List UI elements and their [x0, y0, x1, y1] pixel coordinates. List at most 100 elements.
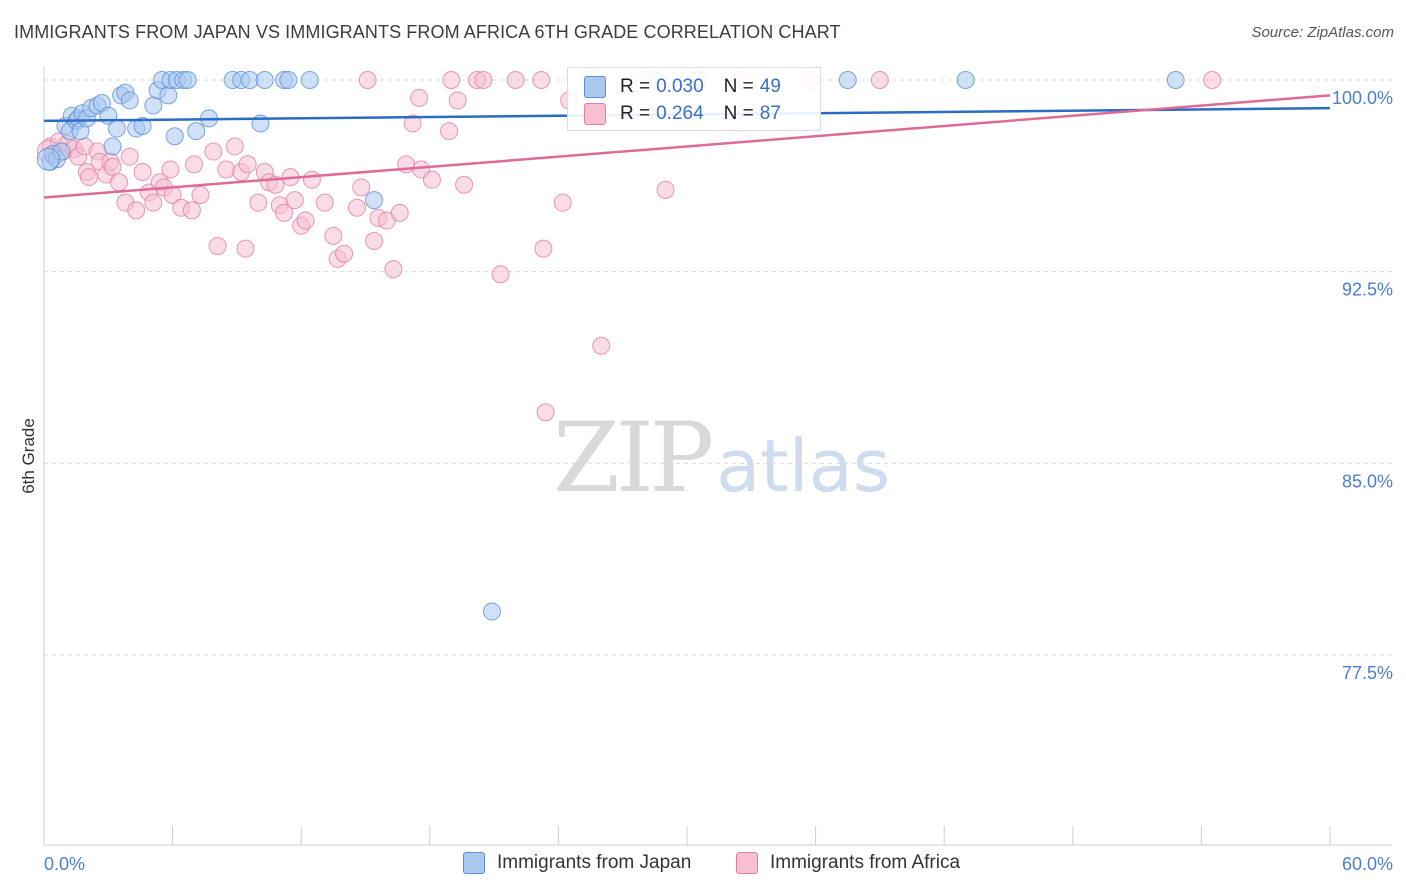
stats-row-japan: R = 0.030 N = 49: [584, 74, 781, 100]
japan-point-40: [279, 71, 298, 89]
africa-point-65: [440, 122, 459, 141]
africa-point-28: [185, 155, 204, 174]
japan-point-26: [159, 86, 178, 105]
japan-point-47: [956, 71, 975, 89]
japan-r-value: 0.030: [656, 76, 704, 97]
africa-point-42: [275, 203, 294, 222]
africa-point-71: [491, 265, 510, 284]
africa-point-35: [236, 239, 255, 258]
x-tick-label-1: 60.0%: [1342, 854, 1393, 874]
africa-point-24: [161, 160, 180, 179]
y-axis-title: 6th Grade: [19, 418, 38, 494]
africa-point-32: [217, 160, 236, 179]
africa-point-48: [315, 193, 334, 212]
japan-swatch: [584, 76, 606, 98]
japan-point-23: [144, 96, 163, 115]
japan-r-label: R =: [620, 76, 651, 97]
bottom-legend: Immigrants from Japan Immigrants from Af…: [0, 852, 1406, 876]
africa-point-72: [506, 71, 525, 89]
japan-point-41: [300, 71, 319, 89]
africa-point-58: [384, 260, 403, 279]
africa-point-29: [191, 186, 210, 204]
africa-point-70: [474, 71, 493, 89]
japan-point-32: [187, 122, 206, 141]
japan-point-16: [103, 137, 122, 156]
legend-label-japan: Immigrants from Japan: [497, 852, 692, 873]
africa-n-value: 87: [759, 103, 781, 124]
stats-legend-box: R = 0.030 N = 49 R = 0.264 N = 87: [567, 67, 821, 131]
africa-point-62: [410, 88, 429, 107]
legend-swatch-africa: [736, 852, 758, 874]
japan-point-42: [365, 191, 384, 210]
africa-point-51: [335, 244, 354, 263]
africa-point-30: [204, 142, 223, 161]
japan-point-29: [165, 127, 184, 146]
africa-point-37: [249, 193, 268, 212]
africa-point-47: [302, 170, 321, 189]
japan-point-17: [107, 119, 126, 138]
africa-point-44: [285, 191, 304, 210]
africa-point-85: [870, 71, 889, 89]
africa-point-17: [120, 147, 139, 166]
legend-item-japan[interactable]: Immigrants from Japan: [463, 852, 691, 874]
y-tick-label-3: 77.5%: [1342, 663, 1393, 683]
source-label: Source: ZipAtlas.com: [1251, 24, 1394, 41]
japan-point-cluster: [36, 147, 60, 171]
japan-point-46: [838, 71, 857, 89]
y-tick-label-1: 92.5%: [1342, 280, 1393, 300]
legend-label-africa: Immigrants from Africa: [770, 852, 961, 873]
africa-point-59: [390, 203, 409, 222]
africa-point-33: [225, 137, 244, 156]
africa-point-19: [133, 163, 152, 181]
africa-point-54: [358, 71, 377, 89]
africa-point-73: [532, 71, 551, 89]
africa-point-68: [455, 175, 474, 194]
africa-r-label: R =: [620, 103, 651, 124]
japan-n-label: N =: [723, 76, 754, 97]
axis-labels: 100.0% 92.5% 85.0% 77.5% 0.0% 60.0% 6th Grade: [19, 88, 1393, 874]
africa-trend-line: [43, 94, 1331, 199]
japan-n-value: 49: [759, 76, 781, 97]
africa-point-52: [347, 198, 366, 217]
africa-point-76: [553, 193, 572, 212]
africa-point-86: [1203, 71, 1222, 89]
africa-point-21: [144, 193, 163, 212]
watermark: ZIPatlas: [553, 402, 890, 514]
x-tick-label-0: 0.0%: [44, 854, 85, 874]
watermark-zip: ZIP: [553, 402, 714, 514]
africa-point-15: [110, 173, 129, 192]
japan-point-43: [482, 602, 501, 621]
africa-point-53: [352, 178, 371, 197]
africa-point-81: [656, 180, 675, 199]
y-tick-label-0: 100.0%: [1332, 88, 1393, 108]
africa-n-label: N =: [723, 103, 754, 124]
legend-swatch-japan: [463, 852, 485, 874]
japan-point-31: [178, 71, 197, 89]
africa-point-74: [534, 239, 553, 258]
africa-point-67: [448, 91, 467, 110]
stats-row-africa: R = 0.264 N = 87: [584, 101, 781, 127]
legend-item-africa[interactable]: Immigrants from Africa: [736, 852, 960, 874]
africa-point-14: [103, 157, 122, 176]
africa-point-27: [182, 201, 201, 220]
africa-point-36: [238, 155, 257, 174]
africa-point-46: [296, 211, 315, 230]
japan-point-48: [1166, 71, 1185, 89]
japan-point-20: [120, 91, 139, 110]
africa-point-49: [324, 226, 343, 245]
africa-point-79: [592, 336, 611, 355]
axes: [43, 66, 1392, 846]
africa-swatch: [584, 103, 606, 125]
africa-point-75: [536, 403, 555, 422]
africa-point-9: [80, 168, 99, 187]
africa-r-value: 0.264: [656, 103, 704, 124]
africa-point-18: [127, 201, 146, 220]
japan-point-22: [133, 117, 152, 135]
chart-title: IMMIGRANTS FROM JAPAN VS IMMIGRANTS FROM…: [14, 22, 841, 42]
japan-point-37: [255, 71, 274, 89]
africa-point-66: [442, 71, 461, 89]
africa-point-64: [422, 170, 441, 189]
watermark-atlas: atlas: [716, 424, 891, 508]
africa-point-31: [208, 237, 227, 256]
